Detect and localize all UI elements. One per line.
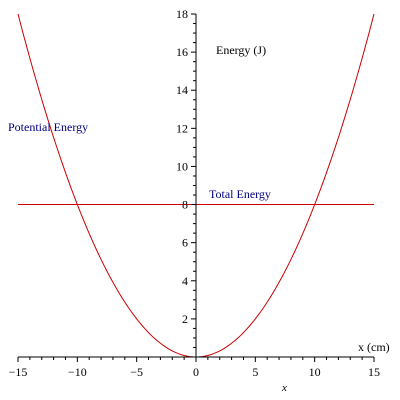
y-tick-label: 14 — [176, 83, 188, 97]
y-tick-label: 8 — [182, 198, 188, 212]
y-tick-label: 16 — [176, 45, 188, 59]
y-axis-title: Energy (J) — [216, 43, 266, 57]
x-axis-title: x (cm) — [358, 340, 390, 354]
x-tick-label: 15 — [368, 365, 380, 379]
x-tick-label: 5 — [252, 365, 258, 379]
y-tick-label: 4 — [182, 274, 188, 288]
y-tick-label: 2 — [182, 312, 188, 326]
x-axis-symbol: x — [281, 382, 287, 394]
x-tick-label: −5 — [130, 365, 143, 379]
y-tick-label: 12 — [176, 121, 188, 135]
x-tick-label: 0 — [193, 365, 199, 379]
ticks-group: −15 −10 −5 0 5 10 15 2 4 6 8 10 12 14 16 18 — [9, 7, 380, 379]
y-tick-label: 18 — [176, 7, 188, 21]
y-tick-label: 10 — [176, 159, 188, 173]
total-energy-label: Total Energy — [209, 187, 271, 201]
x-tick-label: −10 — [68, 365, 87, 379]
potential-energy-label: Potential Energy — [8, 120, 88, 134]
y-tick-label: 6 — [182, 236, 188, 250]
x-tick-label: 10 — [309, 365, 321, 379]
x-tick-label: −15 — [9, 365, 28, 379]
